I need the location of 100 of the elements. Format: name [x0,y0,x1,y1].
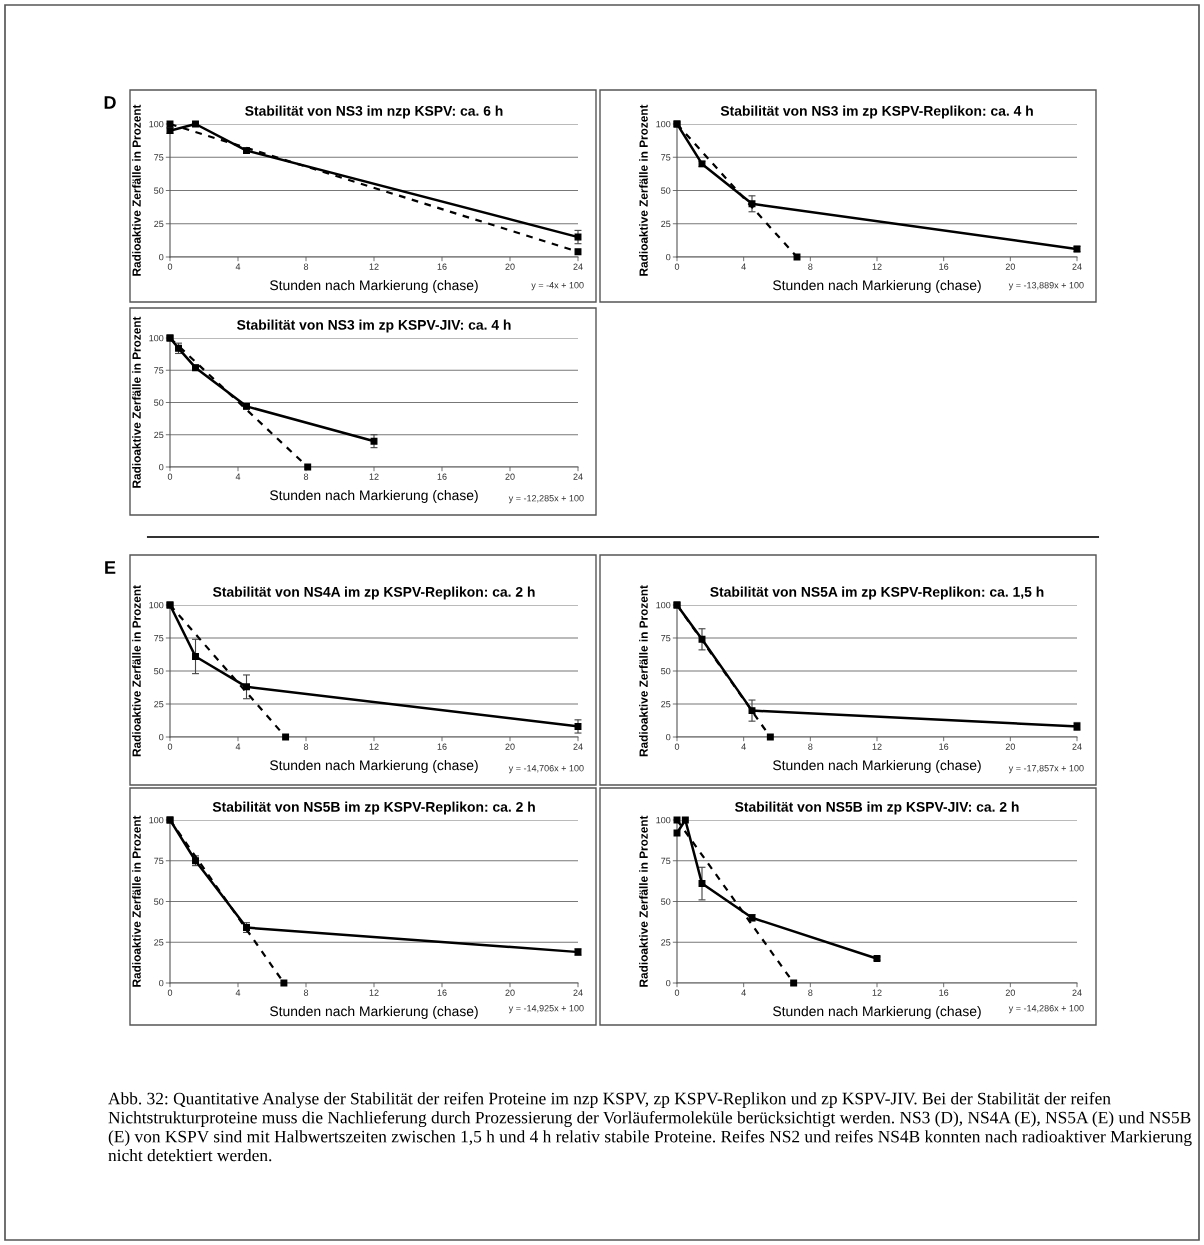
y-tick-label: 50 [154,667,164,675]
y-tick-label: 25 [661,939,671,946]
x-tick-label: 16 [437,263,447,270]
x-tick-label: 0 [674,743,680,750]
x-tick-label: 4 [741,743,746,750]
y-axis-title: Radioaktive Zerfälle in Prozent [132,815,141,987]
point [790,979,798,987]
x-tick-label: 8 [808,743,813,750]
x-tick-label: 4 [235,473,241,480]
y-axis-title: Radioaktive Zerfälle in Prozent [639,815,648,987]
y-tick-label: 50 [661,187,671,194]
x-axis-title: Stunden nach Markierung (chase) [270,760,478,773]
y-tick-label: 75 [661,154,671,161]
point [574,722,582,730]
chart-title: Stabilität von NS4A im zp KSPV-Replikon: ca. 2 h [212,586,535,600]
y-tick-label: 25 [154,431,164,439]
chart-title: Stabilität von NS3 im zp KSPV-JIV: ca. 4 h [237,319,511,333]
y-tick-label: 0 [159,979,164,987]
y-axis-title: Radioaktive Zerfälle in Prozent [639,585,648,757]
x-axis-title: Stunden nach Markierung (chase) [773,1006,981,1019]
x-tick-label: 4 [741,989,746,996]
point [192,120,199,128]
point [574,248,582,256]
x-tick-label: 24 [1072,743,1082,750]
point [574,233,582,241]
point [192,653,199,660]
y-tick-label: 50 [154,399,164,406]
x-tick-label: 20 [505,473,515,480]
y-tick-label: 0 [159,733,164,741]
y-tick-label: 75 [154,154,164,161]
x-tick-label: 24 [1072,989,1082,996]
y-tick-label: 100 [656,601,671,609]
y-tick-label: 75 [154,857,164,865]
point [681,816,689,824]
y-tick-label: 0 [666,979,671,987]
chart-title: Stabilität von NS5A im zp KSPV-Replikon: ca. 1,5 h [710,586,1044,600]
x-tick-label: 16 [437,743,447,750]
text: y = -4x + 100 [531,282,584,291]
x-tick-label: 8 [303,473,309,480]
text: y = -14,925x + 100 [508,1005,584,1014]
x-tick-label: 0 [674,989,680,996]
y-tick-label: 0 [159,463,164,471]
y-tick-label: 25 [154,220,164,228]
x-tick-label: 12 [872,743,882,750]
point [673,829,681,837]
x-tick-label: 24 [573,263,583,270]
x-tick-label: 16 [939,743,949,750]
text: E [105,561,116,574]
x-tick-label: 12 [369,263,379,270]
x-tick-label: 12 [872,989,882,996]
text: y = -17,857x + 100 [1008,765,1084,774]
text: D [104,96,116,109]
x-tick-label: 4 [235,263,241,270]
x-tick-label: 16 [939,989,949,996]
x-axis-title: Stunden nach Markierung (chase) [773,760,981,773]
y-tick-label: 75 [154,635,164,642]
text: y = -14,286x + 100 [1008,1005,1084,1014]
x-tick-label: 8 [808,263,813,270]
point [304,463,312,471]
y-tick-label: 25 [154,700,164,708]
x-axis-title: Stunden nach Markierung (chase) [270,1006,478,1019]
x-tick-label: 12 [872,263,882,270]
y-axis-title: Radioaktive Zerfälle in Prozent [132,585,141,757]
y-tick-label: 75 [154,367,164,374]
x-tick-label: 0 [167,263,173,270]
y-tick-label: 50 [154,898,164,905]
text: y = -12,285x + 100 [508,495,584,504]
y-tick-label: 25 [154,939,164,946]
y-tick-label: 50 [154,187,164,194]
x-tick-label: 8 [303,743,309,750]
y-tick-label: 100 [656,816,671,824]
y-tick-label: 100 [656,120,671,128]
chart-title: Stabilität von NS3 im nzp KSPV: ca. 6 h [245,105,503,119]
chart-title: Stabilität von NS3 im zp KSPV-Replikon: ca. 4 h [720,105,1033,119]
x-axis-title: Stunden nach Markierung (chase) [270,280,478,293]
x-tick-label: 16 [437,473,447,480]
x-tick-label: 20 [505,743,515,750]
x-tick-label: 24 [1072,263,1082,270]
y-tick-label: 100 [149,334,164,342]
chart-title: Stabilität von NS5B im zp KSPV-JIV: ca. 2 h [735,801,1019,815]
point [766,733,774,741]
x-tick-label: 0 [167,989,173,996]
x-tick-label: 4 [235,989,241,996]
x-tick-label: 4 [235,743,241,750]
x-tick-label: 24 [573,743,583,750]
point [243,683,250,691]
x-tick-label: 20 [505,263,515,270]
x-tick-label: 12 [369,743,379,750]
point [280,979,288,987]
y-tick-label: 0 [666,733,671,741]
y-tick-label: 75 [661,635,671,642]
x-axis-title: Stunden nach Markierung (chase) [270,490,478,503]
x-tick-label: 4 [741,263,746,270]
x-tick-label: 20 [1005,743,1015,750]
x-tick-label: 16 [437,989,447,996]
x-tick-label: 12 [369,989,379,996]
point [370,437,378,445]
y-tick-label: 100 [149,816,164,824]
y-tick-label: 50 [661,667,671,675]
x-tick-label: 12 [369,473,379,480]
